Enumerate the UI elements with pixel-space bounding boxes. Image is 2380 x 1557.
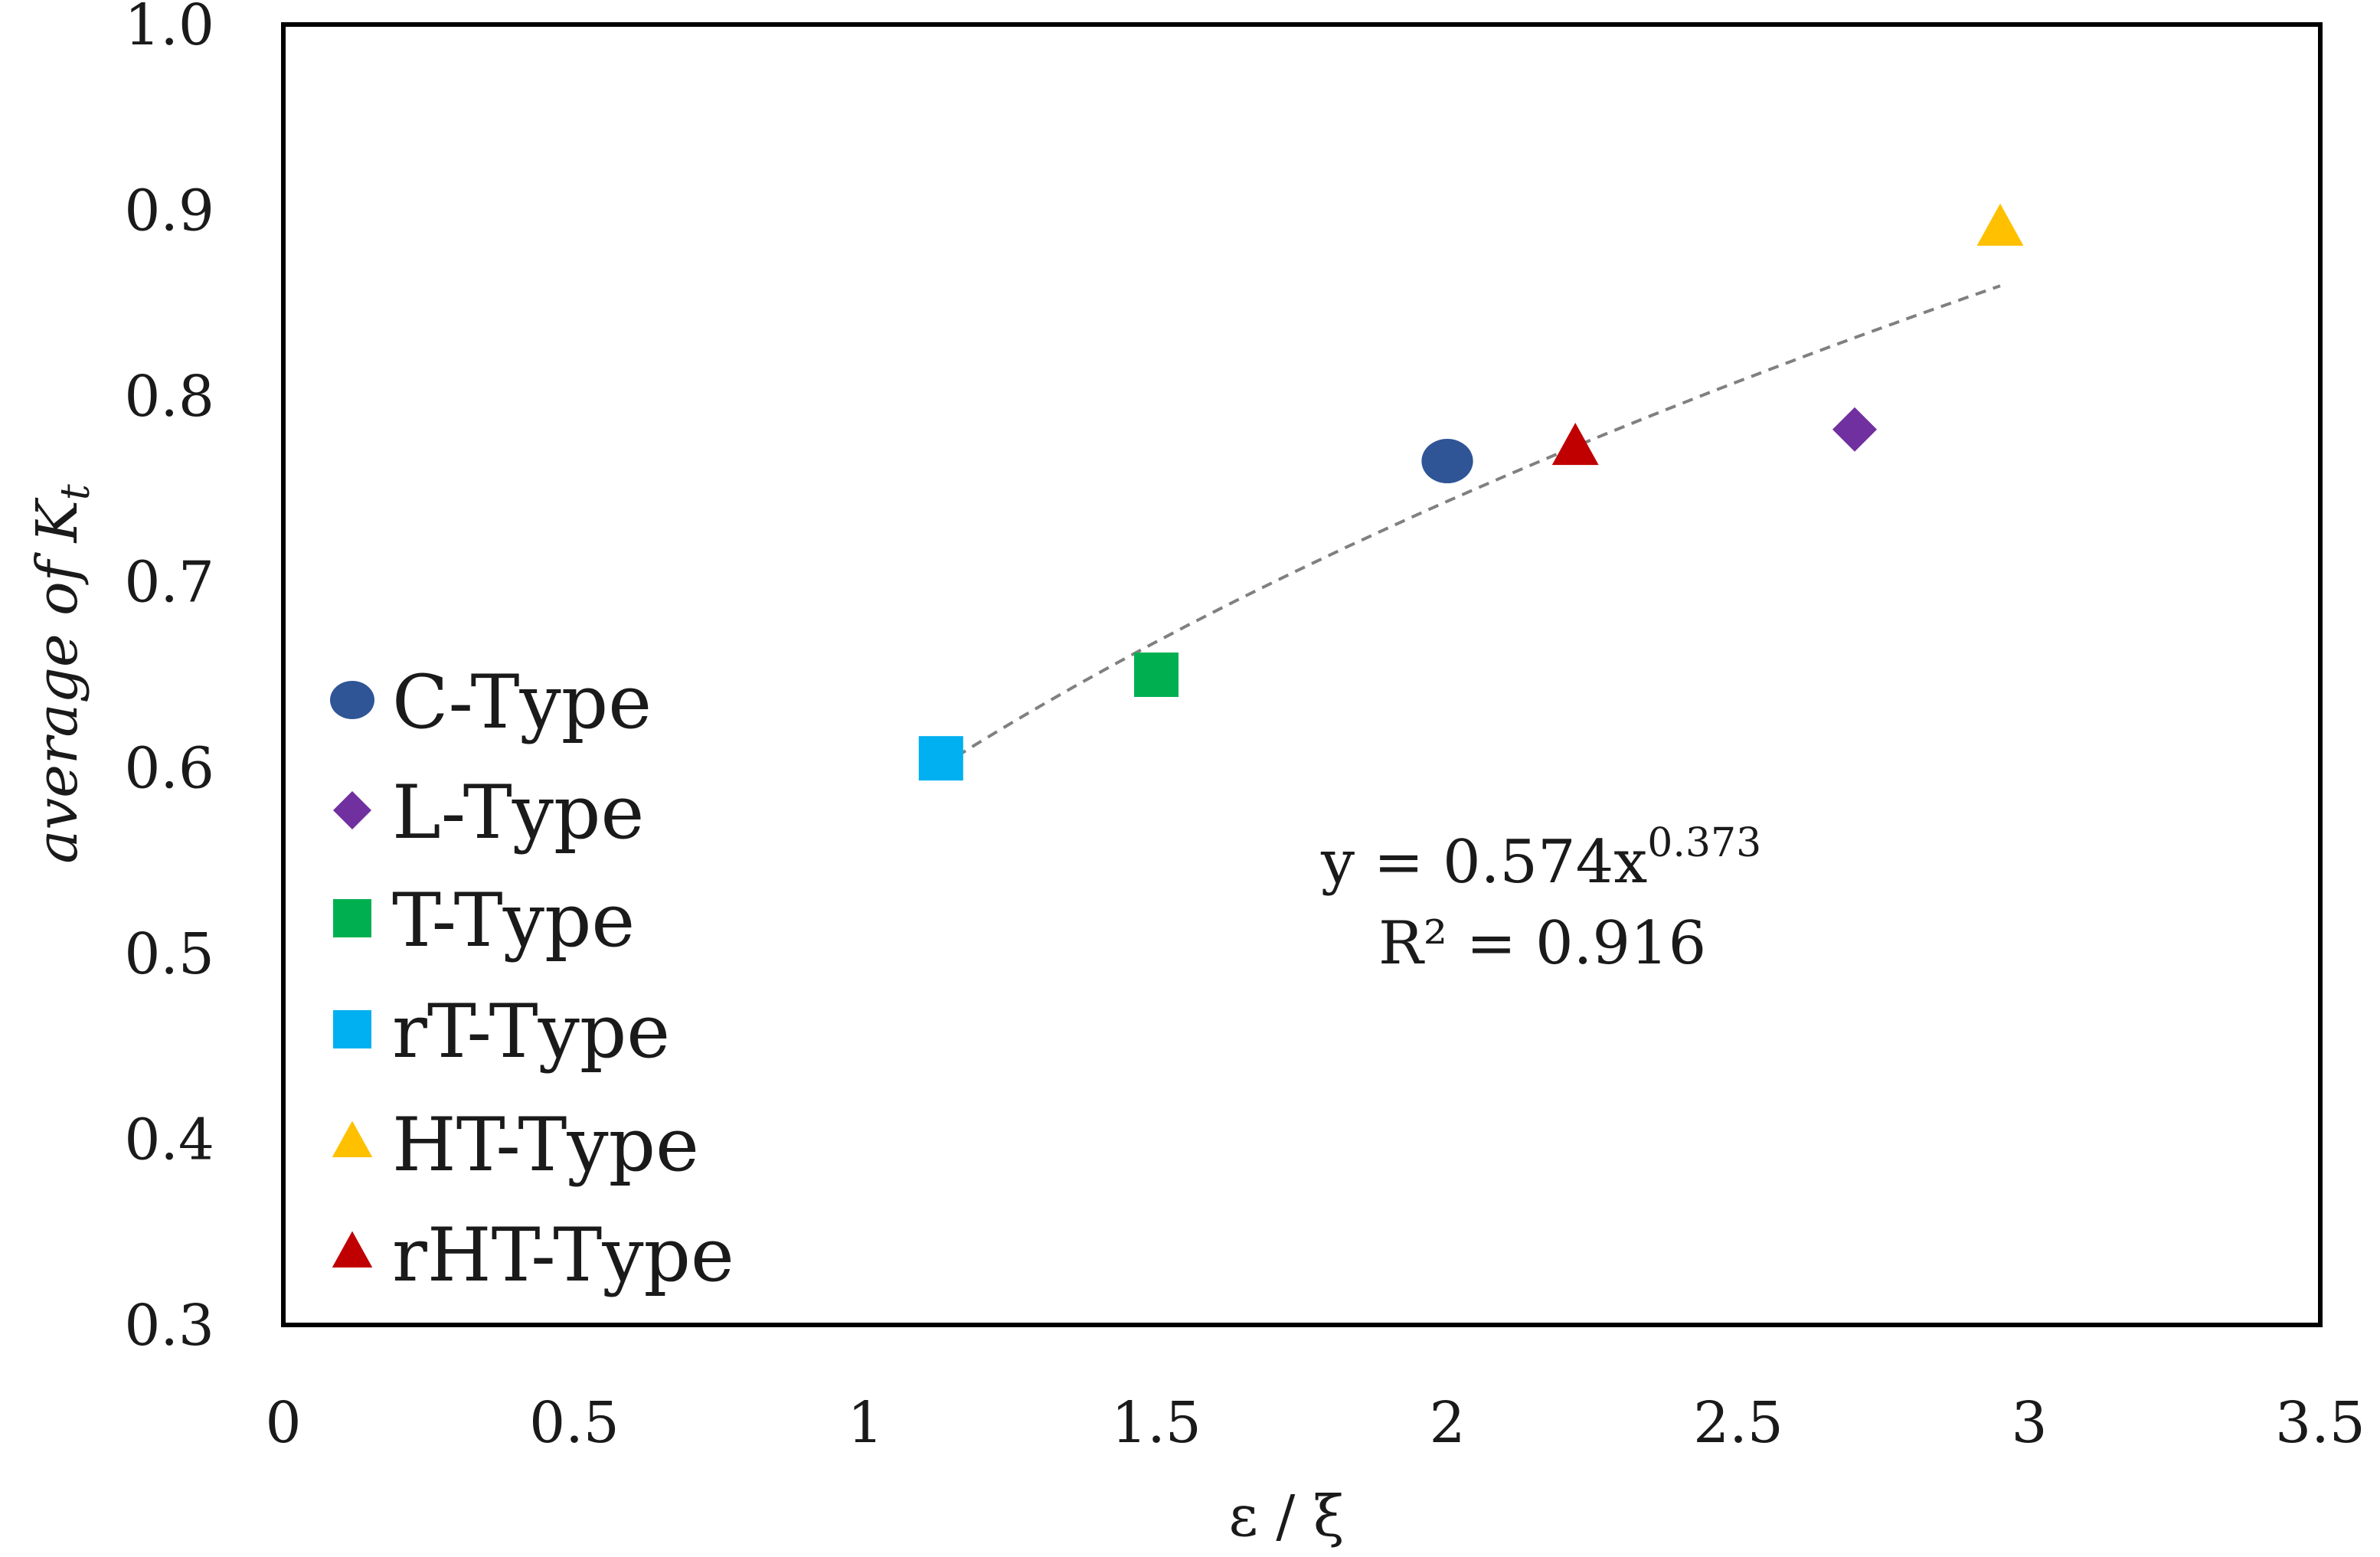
legend-marker-rt-type: [333, 1010, 371, 1048]
y-tick-label: 0.3: [124, 1293, 214, 1359]
y-axis-title: average of Kt: [25, 484, 99, 864]
legend-label-ht-type: HT-Type: [392, 1102, 699, 1188]
legend-marker-l-type: [333, 791, 371, 829]
y-tick-labels: 0.3 0.4 0.5 0.6 0.7 0.8 0.9 1.0: [124, 0, 214, 1359]
x-axis-title: ε / ξ: [1228, 1483, 1344, 1549]
x-tick-label: 1.5: [1111, 1390, 1201, 1456]
trendline-equation-exponent: 0.373: [1647, 820, 1761, 866]
x-tick-label: 0: [265, 1390, 301, 1456]
trendline-equation: y = 0.574x0.373: [1320, 820, 1761, 897]
legend-marker-t-type: [333, 899, 371, 937]
point-c-type: [1421, 439, 1473, 484]
legend-label-rt-type: rT-Type: [392, 989, 670, 1075]
y-axis-title-main: average of K: [25, 497, 90, 863]
y-tick-label: 1.0: [124, 0, 214, 58]
trendline-r-squared: R² = 0.916: [1378, 909, 1706, 978]
legend-marker-rht-type: [332, 1231, 373, 1268]
data-points: [918, 203, 2024, 781]
point-t-type: [1134, 653, 1179, 697]
x-tick-labels: 0 0.5 1 1.5 2 2.5 3 3.5: [265, 1390, 2365, 1456]
y-tick-label: 0.5: [124, 921, 214, 987]
legend-label-rht-type: rHT-Type: [392, 1212, 734, 1298]
legend-marker-ht-type: [332, 1120, 373, 1157]
y-tick-label: 0.8: [124, 364, 214, 430]
x-tick-label: 3: [2011, 1390, 2047, 1456]
y-tick-label: 0.6: [124, 735, 214, 801]
point-ht-type: [1976, 203, 2024, 246]
point-rht-type: [1551, 423, 1599, 466]
x-tick-label: 3.5: [2275, 1390, 2365, 1456]
legend-marker-c-type: [330, 681, 374, 719]
point-l-type: [1832, 407, 1877, 452]
y-tick-label: 0.7: [124, 550, 214, 616]
y-tick-label: 0.4: [124, 1107, 214, 1173]
legend-label-l-type: L-Type: [392, 770, 644, 855]
x-tick-label: 2: [1429, 1390, 1465, 1456]
x-tick-label: 1: [847, 1390, 883, 1456]
legend: C-Type L-Type T-Type rT-Type HT-Type rHT-Type: [330, 659, 734, 1298]
trendline: [940, 284, 2001, 768]
trendline-equation-main: y = 0.574x: [1320, 828, 1647, 897]
y-axis-title-subscript: t: [53, 484, 99, 500]
x-tick-label: 0.5: [529, 1390, 620, 1456]
x-tick-label: 2.5: [1693, 1390, 1783, 1456]
legend-label-t-type: T-Type: [392, 878, 635, 963]
y-tick-label: 0.9: [124, 178, 214, 244]
legend-label-c-type: C-Type: [392, 659, 652, 745]
point-rt-type: [918, 736, 963, 781]
